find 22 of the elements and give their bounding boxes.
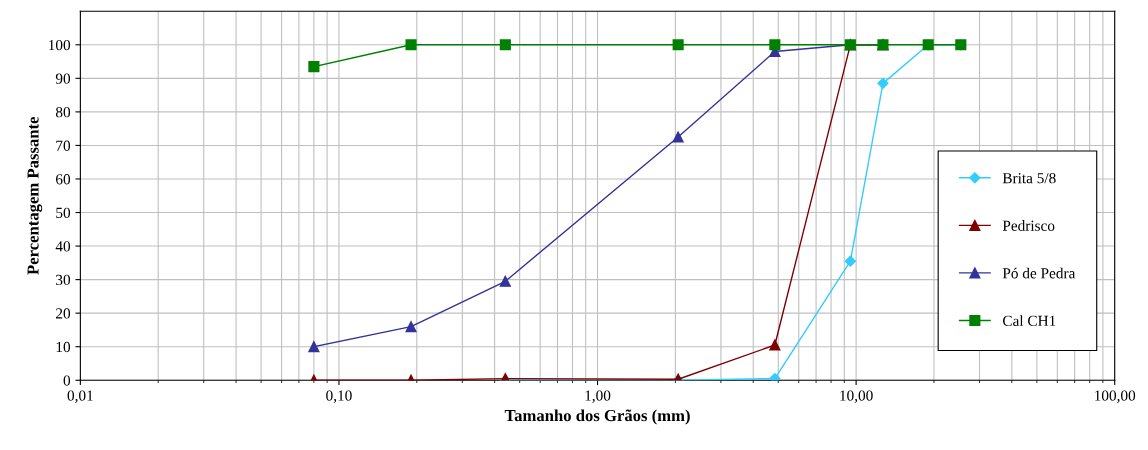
x-tick-label: 10,00 (840, 390, 873, 403)
y-tick-label: 20 (56, 308, 71, 319)
x-tick-label: 1,00 (585, 390, 611, 403)
y-tick-label: 30 (56, 274, 71, 286)
y-tick-label: 10 (56, 341, 71, 353)
x-tick-label: 100,00 (1095, 390, 1136, 403)
y-tick-label: 70 (56, 140, 71, 151)
y-tick-label: 0 (63, 375, 71, 386)
y-tick-label: 80 (55, 107, 71, 118)
legend-label: Brita 5/8 (1002, 172, 1056, 184)
x-tick-label: 0,10 (326, 390, 352, 403)
x-tick-label: 0,01 (67, 390, 93, 403)
legend-label: Pedrisco (1002, 220, 1055, 231)
y-tick-label: 60 (56, 174, 71, 185)
legend-label: Cal CH1 (1002, 315, 1056, 326)
x-axis-title: Tamanho dos Grãos (mm) (504, 409, 690, 425)
y-tick-label: 40 (55, 241, 71, 252)
y-tick-label: 90 (55, 73, 71, 84)
y-tick-label: 100 (49, 39, 71, 51)
y-axis-title: Percentagem Passante (27, 116, 43, 275)
legend-label: Pó de Pedra (1002, 267, 1076, 279)
y-tick-label: 50 (56, 207, 71, 218)
